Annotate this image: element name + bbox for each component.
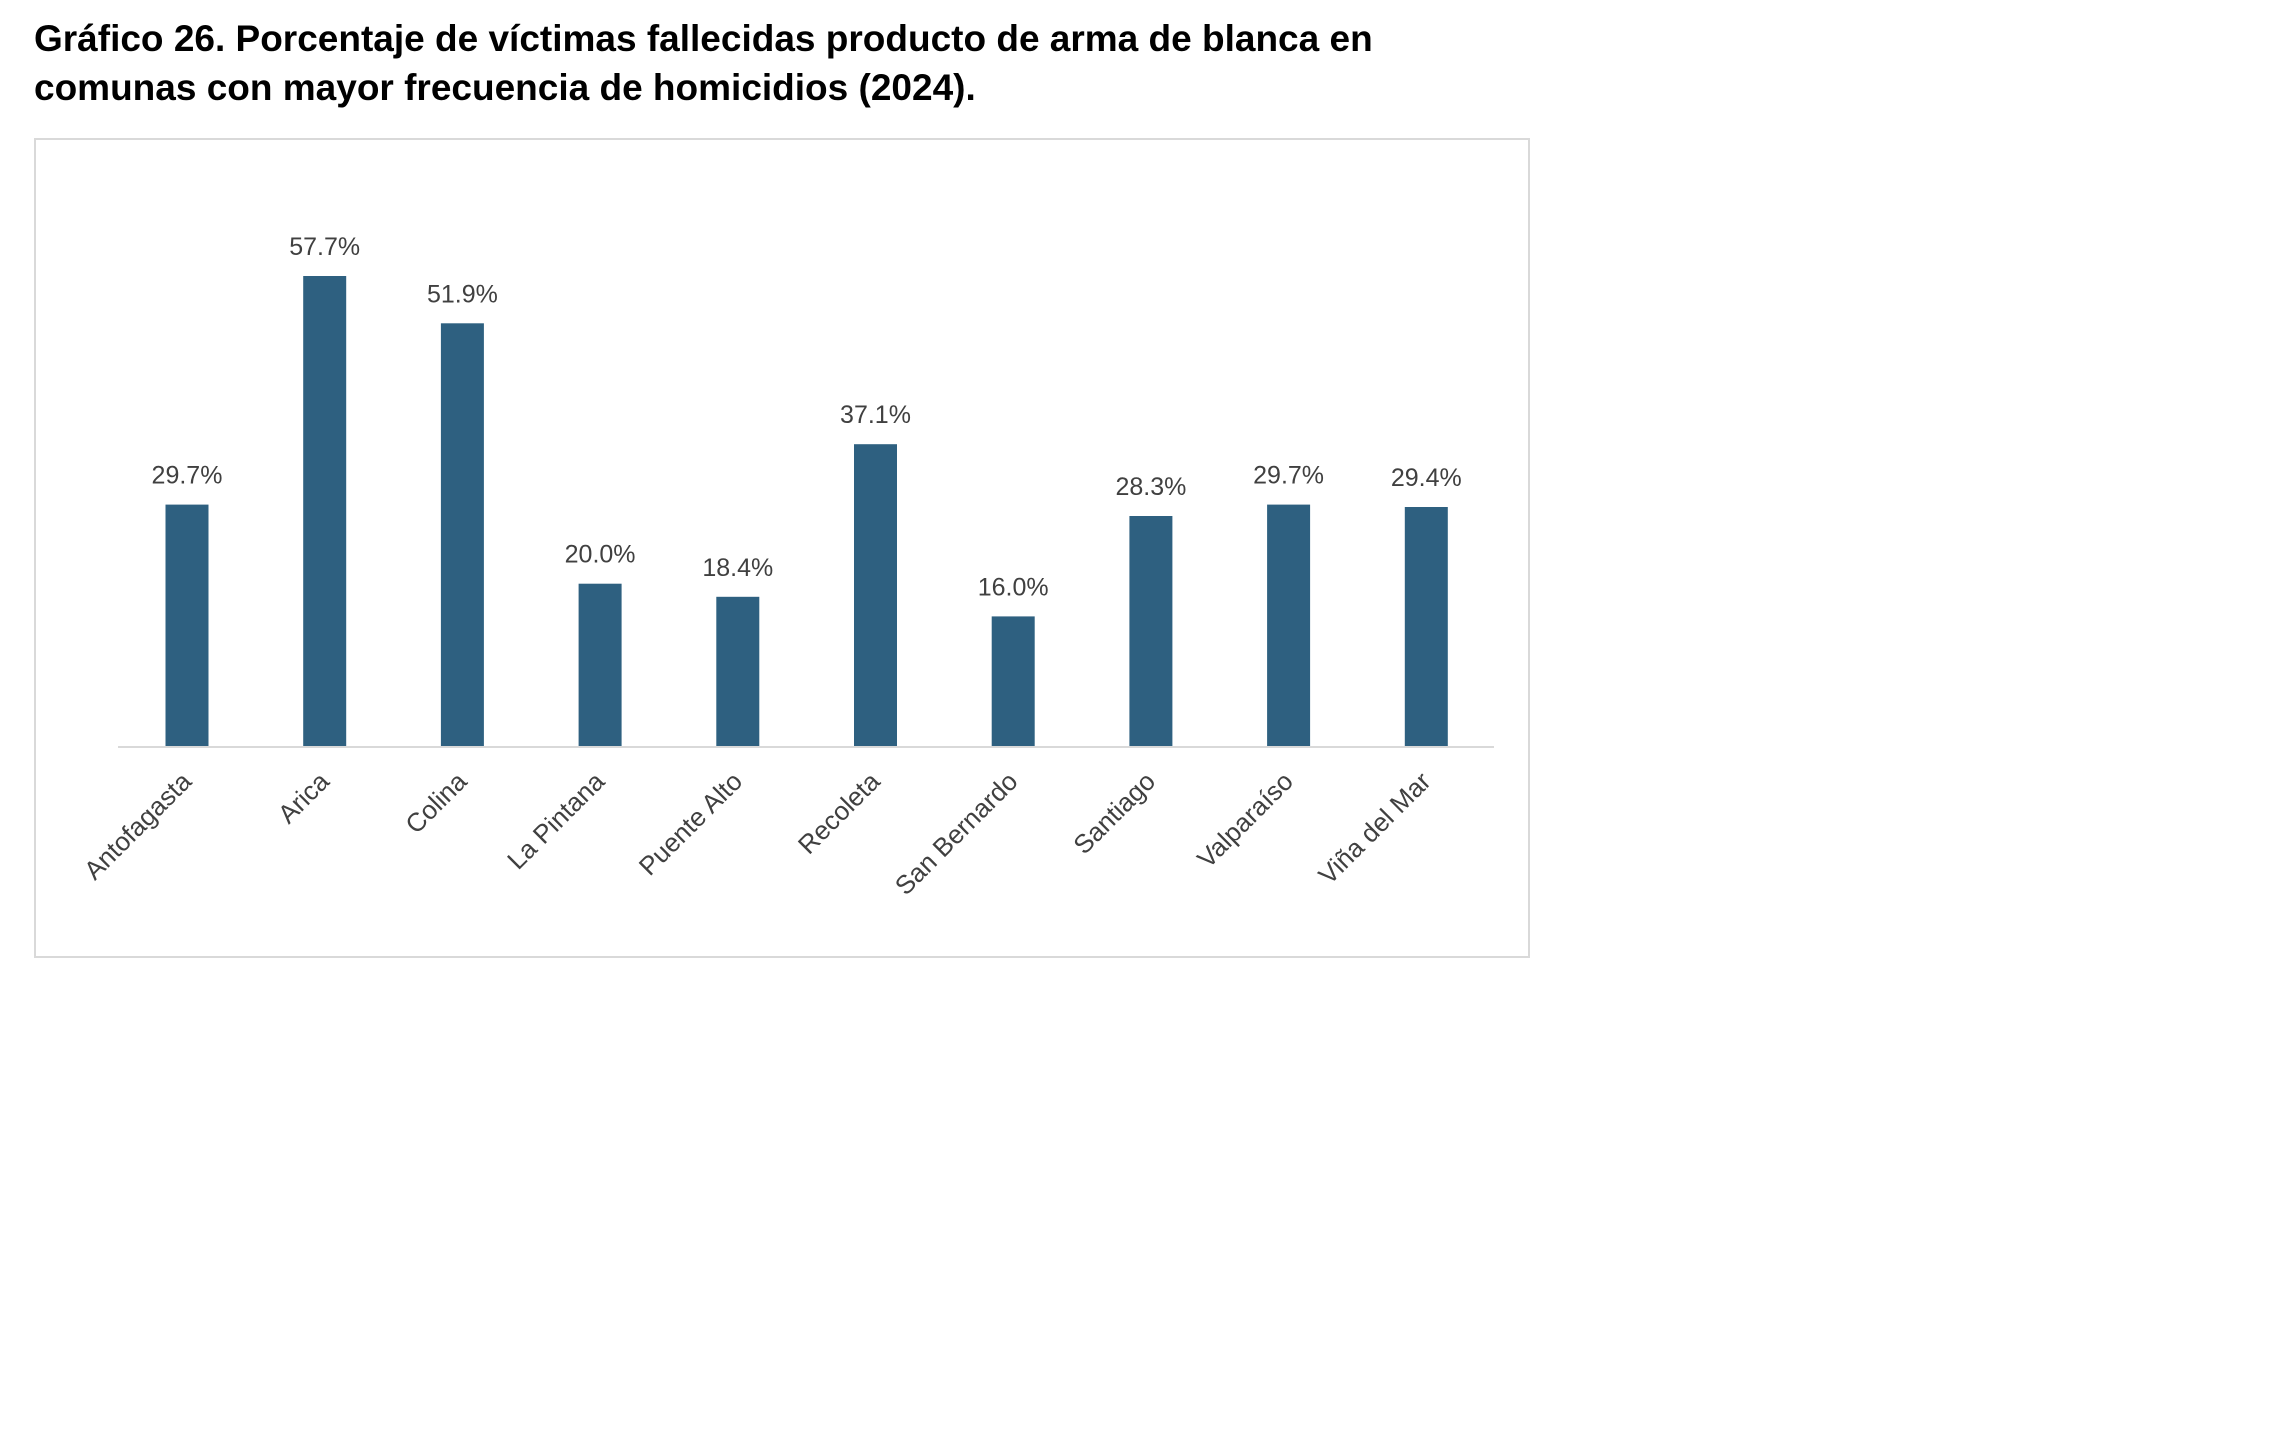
data-label: 29.7%: [152, 462, 223, 490]
chart-title: Gráfico 26. Porcentaje de víctimas falle…: [34, 18, 1373, 108]
bar-valparaíso: [1267, 504, 1311, 747]
data-label: 51.9%: [427, 280, 498, 308]
bar-puente-alto: [716, 596, 760, 747]
x-tick-label: Colina: [399, 766, 473, 840]
bar-san-bernardo: [991, 616, 1035, 747]
data-label: 29.7%: [1253, 462, 1324, 490]
x-tick-label: Arica: [272, 766, 335, 829]
bar-chart: 29.7% Antofagasta 57.7% Arica 51.9% Colina 20.…: [78, 233, 1494, 901]
x-tick-label: Recoleta: [792, 766, 886, 860]
bar-antofagasta: [165, 504, 209, 747]
x-tick-label: La Pintana: [501, 766, 611, 876]
chart-frame: [34, 138, 1530, 958]
x-tick-label: Santiago: [1067, 766, 1161, 860]
bar-viña-del-mar: [1404, 507, 1448, 747]
bar-santiago: [1129, 516, 1173, 747]
data-label: 37.1%: [840, 401, 911, 429]
x-tick-label: San Bernardo: [889, 766, 1024, 901]
x-tick-label: Antofagasta: [78, 766, 198, 886]
data-label: 18.4%: [702, 554, 773, 582]
x-tick-label: Puente Alto: [633, 766, 748, 881]
bar-recoleta: [854, 444, 897, 747]
bar-la-pintana: [578, 583, 622, 747]
data-label: 29.4%: [1391, 464, 1462, 492]
data-label: 20.0%: [565, 541, 636, 569]
x-tick-label: Viña del Mar: [1312, 766, 1436, 890]
data-label: 16.0%: [978, 573, 1049, 601]
x-tick-label: Valparaíso: [1191, 766, 1299, 874]
data-label: 57.7%: [289, 233, 360, 261]
data-label: 28.3%: [1115, 473, 1186, 501]
bar-colina: [440, 323, 484, 747]
bar-arica: [303, 276, 347, 747]
